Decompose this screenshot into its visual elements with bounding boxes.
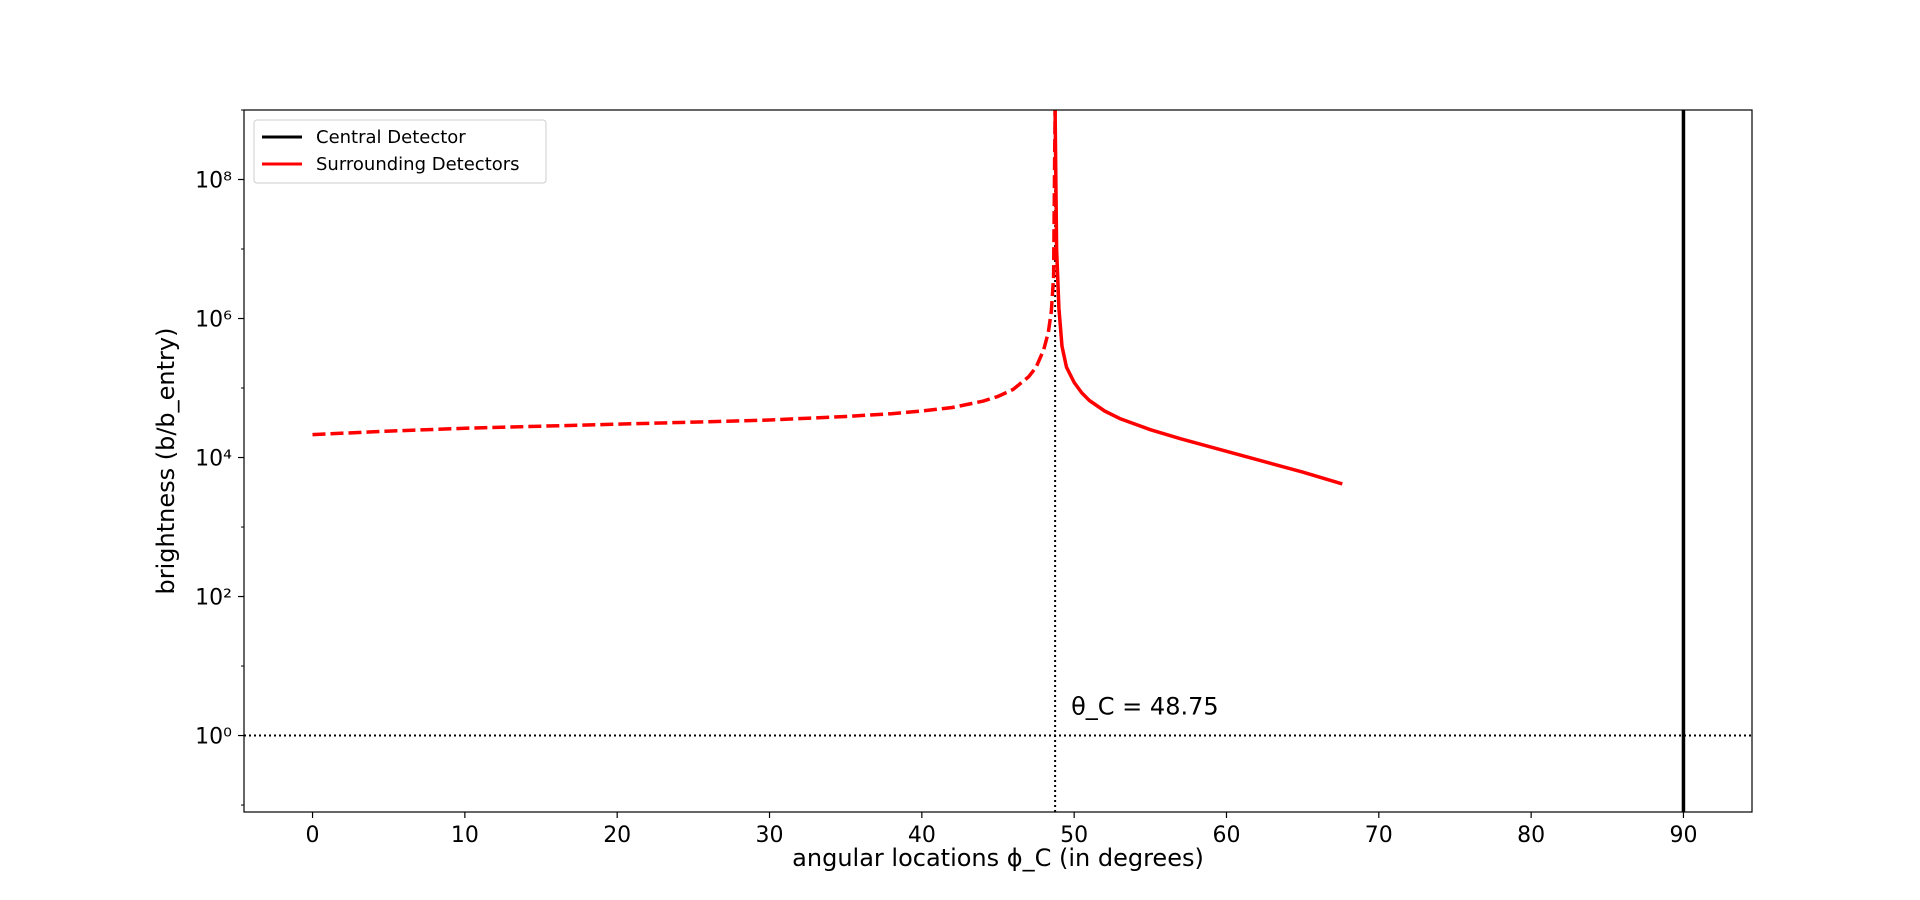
x-tick-label: 10 (451, 823, 479, 848)
x-tick-label: 20 (603, 823, 631, 848)
x-tick-label: 60 (1212, 823, 1240, 848)
y-tick-label: 10⁶ (195, 308, 232, 333)
legend-label-surrounding: Surrounding Detectors (316, 154, 520, 175)
x-tick-label: 80 (1517, 823, 1545, 848)
legend-box (253, 119, 547, 184)
x-tick-label: 0 (306, 823, 320, 848)
x-tick-label: 40 (908, 823, 936, 848)
x-tick-label: 30 (756, 823, 784, 848)
x-tick-label: 70 (1365, 823, 1393, 848)
y-tick-label: 10⁴ (195, 447, 232, 472)
y-tick-label: 10⁰ (195, 725, 232, 750)
y-tick-label: 10² (195, 586, 232, 611)
critical-angle-annotation: θ_C = 48.75 (1071, 693, 1219, 721)
legend: Central Detector Surrounding Detectors (253, 119, 547, 184)
series-surrounding-dashed-line (312, 109, 1057, 437)
x-axis-label: angular locations ϕ_C (in degrees) (792, 844, 1204, 872)
plot-frame (243, 109, 1753, 813)
x-tick-label: 90 (1669, 823, 1697, 848)
y-axis-label: brightness (b/b_entry) (152, 328, 180, 595)
plot-area (244, 109, 1752, 812)
x-tick-label: 50 (1060, 823, 1088, 848)
y-axis-ticks: 10⁰ 10² 10⁴ 10⁶ 10⁸ (195, 109, 244, 806)
x-axis-ticks: 0 10 20 30 40 50 60 70 80 90 (306, 812, 1697, 848)
y-tick-label: 10⁸ (195, 169, 232, 194)
series-surrounding-solid-line (1053, 109, 1343, 486)
legend-label-central: Central Detector (316, 127, 466, 148)
